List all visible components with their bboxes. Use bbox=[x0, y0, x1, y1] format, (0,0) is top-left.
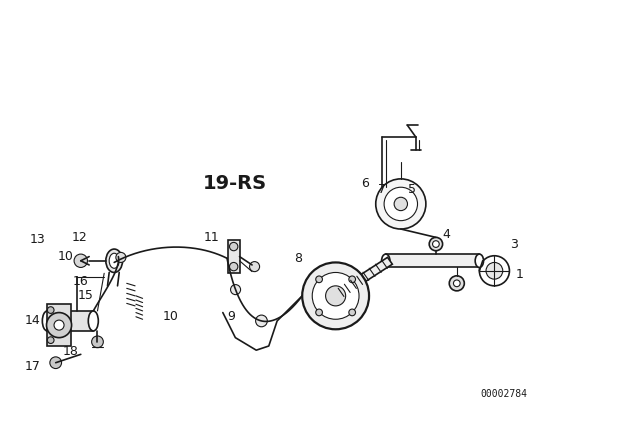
Circle shape bbox=[454, 280, 460, 287]
Text: 7: 7 bbox=[378, 183, 385, 196]
Circle shape bbox=[302, 263, 369, 329]
Circle shape bbox=[316, 276, 323, 283]
Circle shape bbox=[92, 336, 103, 348]
Text: 17: 17 bbox=[24, 360, 40, 373]
Circle shape bbox=[349, 276, 355, 283]
Ellipse shape bbox=[88, 311, 99, 331]
Text: 12: 12 bbox=[72, 231, 88, 244]
Ellipse shape bbox=[42, 311, 52, 331]
Circle shape bbox=[116, 252, 126, 263]
Text: 15: 15 bbox=[78, 289, 93, 302]
Text: 8: 8 bbox=[294, 252, 302, 265]
Circle shape bbox=[429, 237, 443, 251]
Circle shape bbox=[449, 276, 464, 291]
Circle shape bbox=[255, 315, 268, 327]
Text: 6: 6 bbox=[361, 177, 369, 190]
Circle shape bbox=[250, 262, 260, 271]
Text: 11: 11 bbox=[204, 231, 220, 244]
Circle shape bbox=[47, 337, 54, 344]
Circle shape bbox=[50, 357, 61, 369]
Ellipse shape bbox=[109, 253, 119, 268]
Circle shape bbox=[230, 263, 238, 271]
Circle shape bbox=[230, 284, 241, 295]
Circle shape bbox=[384, 187, 417, 221]
Circle shape bbox=[230, 242, 238, 251]
Circle shape bbox=[54, 320, 64, 330]
Text: 3: 3 bbox=[509, 237, 518, 250]
Circle shape bbox=[376, 179, 426, 229]
Circle shape bbox=[316, 309, 323, 316]
Circle shape bbox=[326, 286, 346, 306]
Bar bbox=[386, 254, 479, 267]
Circle shape bbox=[47, 313, 72, 338]
Ellipse shape bbox=[381, 254, 390, 267]
Bar bbox=[228, 240, 239, 273]
Ellipse shape bbox=[475, 254, 484, 267]
Circle shape bbox=[433, 241, 439, 247]
Text: 5: 5 bbox=[408, 183, 415, 196]
Text: 9: 9 bbox=[227, 310, 235, 323]
Text: 10: 10 bbox=[58, 250, 74, 263]
Text: 4: 4 bbox=[443, 228, 451, 241]
Polygon shape bbox=[333, 257, 392, 299]
Text: 13: 13 bbox=[29, 233, 45, 246]
Bar bbox=[47, 311, 93, 331]
Text: 10: 10 bbox=[163, 310, 178, 323]
Circle shape bbox=[74, 254, 88, 267]
Text: 19-RS: 19-RS bbox=[204, 173, 268, 193]
Circle shape bbox=[479, 256, 509, 286]
Text: 18: 18 bbox=[63, 345, 79, 358]
Text: 14: 14 bbox=[24, 314, 40, 327]
Ellipse shape bbox=[106, 249, 122, 272]
Text: 1: 1 bbox=[516, 268, 524, 281]
Circle shape bbox=[349, 309, 355, 316]
Circle shape bbox=[394, 197, 408, 211]
Bar bbox=[47, 304, 71, 346]
Circle shape bbox=[486, 263, 503, 279]
Text: 00002784: 00002784 bbox=[481, 389, 528, 399]
Circle shape bbox=[47, 307, 54, 314]
Text: 16: 16 bbox=[73, 275, 89, 288]
Circle shape bbox=[312, 272, 359, 319]
